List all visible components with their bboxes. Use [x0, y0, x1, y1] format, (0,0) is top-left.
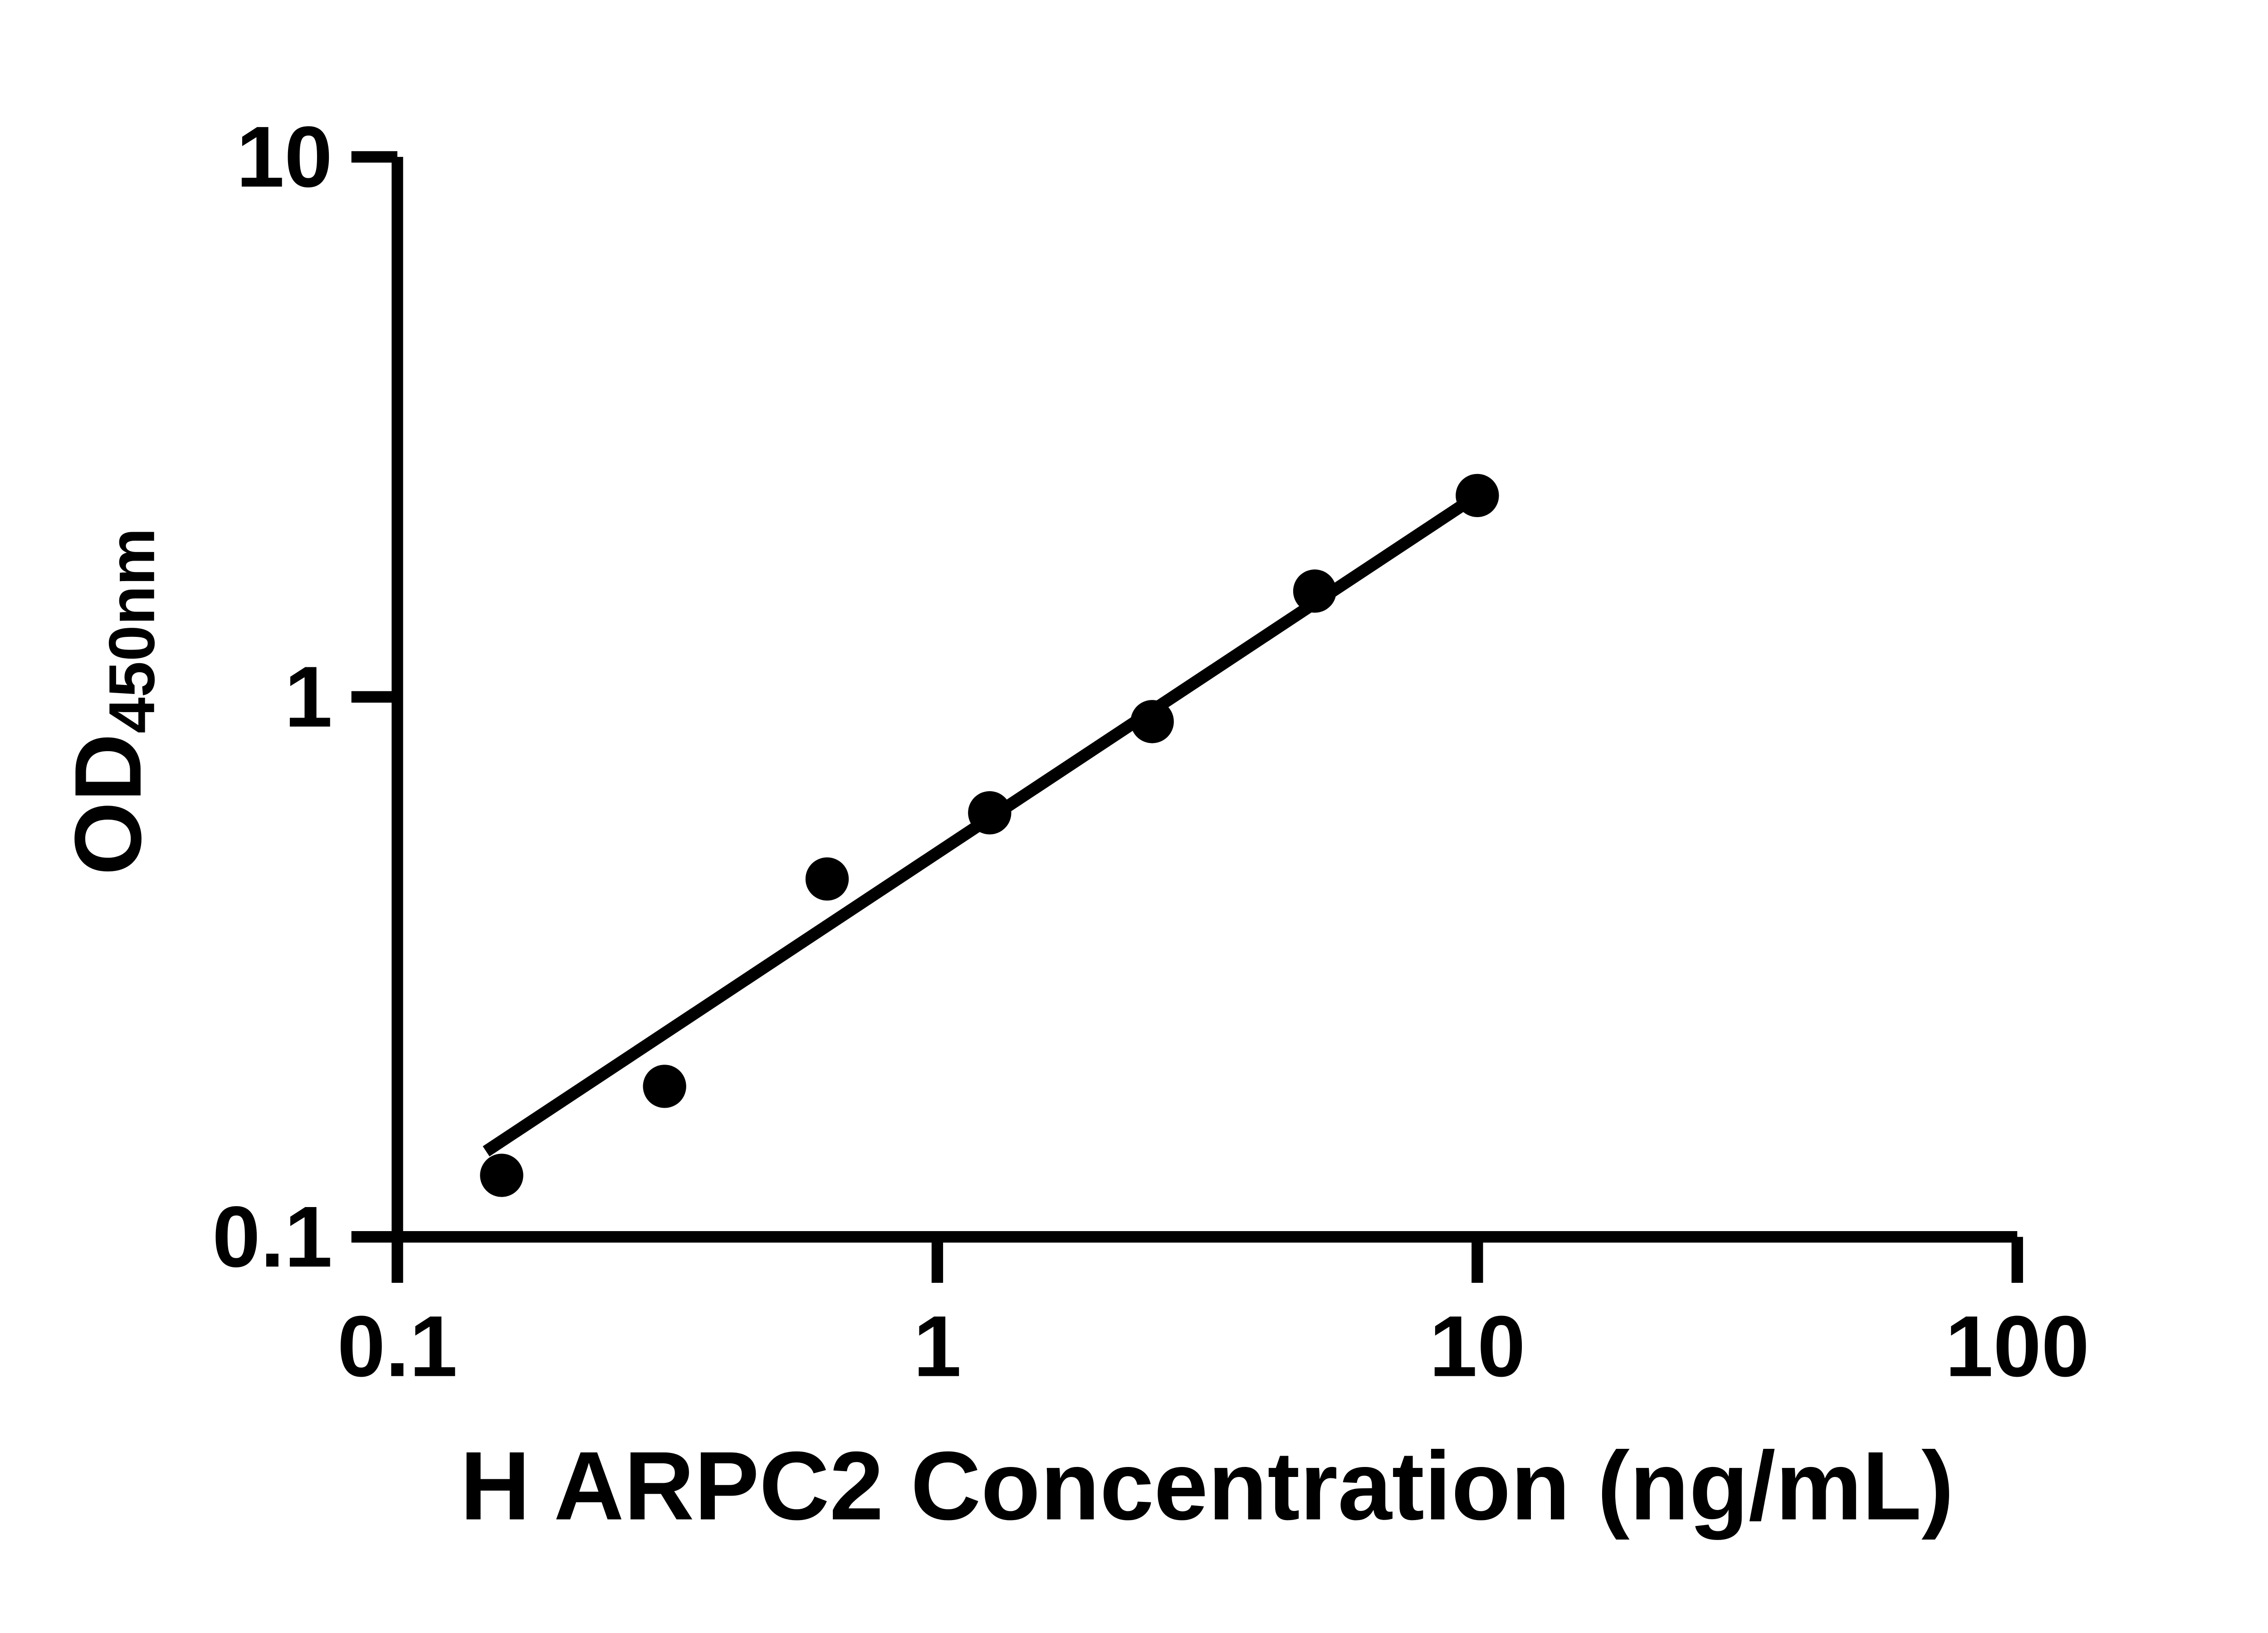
- x-axis-title: H ARPC2 Concentration (ng/mL): [460, 1432, 1954, 1540]
- y-tick-label: 1: [284, 649, 332, 745]
- axis-frame: [391, 156, 2018, 1243]
- plot-data: [480, 474, 1499, 1197]
- data-point: [1456, 474, 1499, 518]
- data-point: [805, 857, 849, 901]
- axes: [391, 156, 2018, 1243]
- data-point: [1130, 700, 1174, 743]
- x-tick-label: 10: [1429, 1298, 1525, 1395]
- y-axis-title: OD450nm: [55, 528, 168, 875]
- y-tick-label: 10: [236, 108, 332, 205]
- data-point: [1293, 569, 1337, 613]
- x-tick-label: 0.1: [337, 1298, 457, 1395]
- y-axis-title-main: OD: [55, 733, 161, 875]
- y-axis-title-sub: 450nm: [96, 528, 168, 733]
- data-point: [480, 1154, 523, 1197]
- axis-tick-labels: 0.1 1 10 100 0.1 1 10: [212, 108, 2089, 1394]
- axis-ticks: [351, 151, 2023, 1283]
- y-tick-label: 0.1: [212, 1188, 332, 1285]
- data-point: [643, 1065, 686, 1108]
- x-tick-label: 1: [913, 1298, 961, 1395]
- data-point: [968, 791, 1012, 835]
- x-tick-label: 100: [1945, 1298, 2089, 1395]
